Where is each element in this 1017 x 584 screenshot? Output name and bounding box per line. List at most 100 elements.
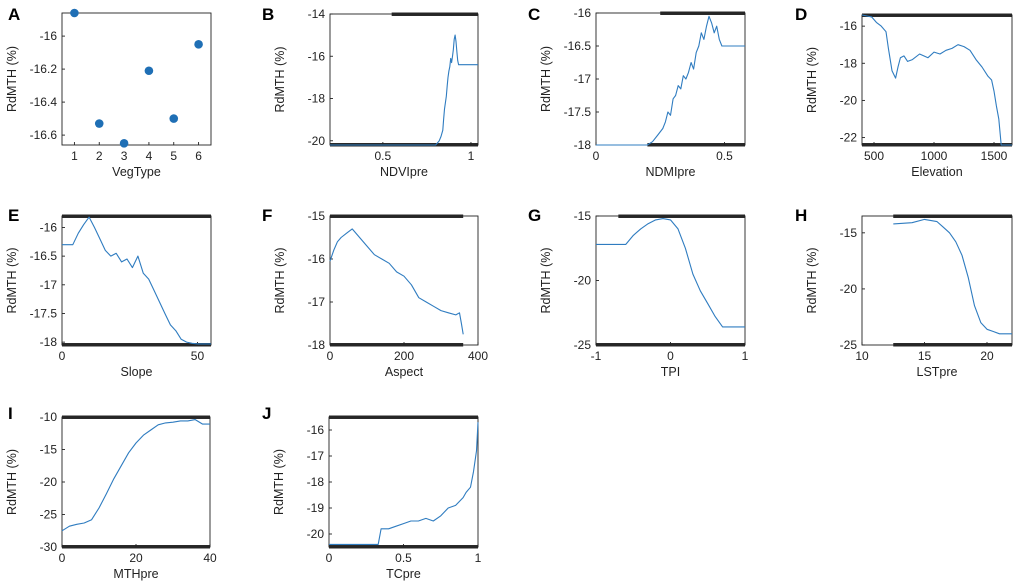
y-tick-label-i: -20 [40, 475, 58, 489]
x-axis-label-e: Slope [121, 365, 153, 379]
panel-f: F 0 200 400 -18 -17 -16 -15 Aspect RdMTH (%) [262, 206, 488, 379]
axes-g [595, 215, 746, 346]
y-axis-label-e: RdMTH (%) [5, 248, 19, 314]
x-tick-label-b: 0.5 [375, 149, 392, 163]
series-line-c [596, 15, 745, 146]
y-axis-label-f: RdMTH (%) [273, 248, 287, 314]
y-tick-label-h: -25 [840, 338, 858, 352]
series-line-d [861, 14, 1012, 146]
y-axis-label-c: RdMTH (%) [539, 46, 553, 112]
y-tick-label-c: -16.5 [564, 39, 592, 53]
panel-letter-j: J [262, 404, 271, 423]
x-axis-label-f: Aspect [385, 365, 424, 379]
y-tick-label-b: -14 [308, 7, 326, 21]
y-tick-label-i: -15 [40, 443, 58, 457]
x-tick-label-e: 50 [191, 349, 205, 363]
y-tick-label-b: -20 [308, 134, 326, 148]
y-tick-label-e: -18 [40, 335, 58, 349]
y-tick-label-j: -19 [307, 501, 325, 515]
series-line-j [329, 422, 479, 545]
panel-letter-g: G [528, 206, 541, 225]
panel-b: B 0.5 1 -20 -18 -16 -14 NDVIpre RdMTH (%) [262, 5, 479, 179]
y-axis-label-a: RdMTH (%) [5, 46, 19, 112]
x-tick-label-a: 3 [121, 149, 128, 163]
x-tick-label-j: 1 [475, 551, 482, 565]
y-tick-label-f: -18 [308, 338, 326, 352]
y-tick-label-d: -18 [840, 56, 858, 70]
panel-letter-a: A [8, 5, 20, 24]
axes-c [595, 12, 746, 146]
y-tick-label-e: -16 [40, 220, 58, 234]
panel-letter-f: F [262, 206, 272, 225]
y-tick-label-a: -16 [40, 29, 58, 43]
x-axis-label-j: TCpre [386, 567, 421, 581]
y-axis-label-i: RdMTH (%) [5, 449, 19, 515]
x-tick-label-g: -1 [591, 349, 602, 363]
panel-c: C 0 0.5 -18 -17.5 -17 -16.5 -16 NDMIpre RdMTH (%) [528, 5, 746, 179]
y-axis-label-g: RdMTH (%) [539, 248, 553, 314]
x-tick-label-d: 500 [864, 149, 884, 163]
x-tick-label-b: 1 [468, 149, 475, 163]
scatter-point-a [144, 66, 154, 76]
x-axis-label-a: VegType [112, 165, 161, 179]
x-tick-label-h: 10 [855, 349, 869, 363]
x-tick-label-a: 6 [195, 149, 202, 163]
y-tick-label-e: -16.5 [30, 249, 58, 263]
y-tick-label-f: -15 [308, 209, 326, 223]
y-axis-label-h: RdMTH (%) [805, 248, 819, 314]
axes-d [861, 14, 1013, 146]
x-tick-label-f: 200 [394, 349, 414, 363]
y-tick-label-c: -18 [574, 138, 592, 152]
y-axis-label-b: RdMTH (%) [273, 47, 287, 113]
x-tick-label-g: 1 [742, 349, 749, 363]
scatter-point-a [119, 139, 129, 148]
y-tick-label-c: -17 [574, 72, 592, 86]
x-axis-label-h: LSTpre [917, 365, 958, 379]
series-line-f [329, 228, 464, 335]
x-tick-label-d: 1000 [921, 149, 948, 163]
panel-g: G -1 0 1 -25 -20 -15 TPI RdMTH (%) [528, 206, 749, 379]
x-axis-label-b: NDVIpre [380, 165, 428, 179]
x-tick-label-a: 1 [71, 149, 78, 163]
y-tick-label-f: -16 [308, 252, 326, 266]
y-tick-label-d: -16 [840, 19, 858, 33]
y-tick-label-a: -16.2 [30, 62, 58, 76]
axes-h [861, 215, 1013, 346]
axes-e [61, 215, 212, 346]
series-line-h [893, 218, 1012, 335]
y-tick-label-j: -17 [307, 449, 325, 463]
x-tick-label-c: 0.5 [716, 149, 733, 163]
x-tick-label-g: 0 [667, 349, 674, 363]
x-tick-label-a: 5 [170, 149, 177, 163]
x-tick-label-i: 20 [129, 551, 143, 565]
x-tick-label-h: 15 [918, 349, 932, 363]
y-tick-label-g: -25 [574, 338, 592, 352]
panel-i: I 0 20 40 -30 -25 -20 -15 -10 MTHpre RdMTH (%) [5, 404, 217, 581]
series-line-e [62, 216, 211, 345]
x-tick-label-a: 4 [146, 149, 153, 163]
y-tick-label-a: -16.4 [30, 95, 58, 109]
axes-j [328, 416, 479, 548]
scatter-point-a [194, 40, 203, 49]
x-axis-label-i: MTHpre [113, 567, 158, 581]
panel-letter-c: C [528, 5, 540, 24]
x-tick-label-h: 20 [980, 349, 994, 363]
y-tick-label-i: -25 [40, 508, 58, 522]
x-axis-label-c: NDMIpre [645, 165, 695, 179]
y-tick-label-e: -17 [40, 278, 58, 292]
panel-letter-d: D [795, 5, 807, 24]
y-tick-label-g: -15 [574, 209, 592, 223]
series-line-i [61, 419, 210, 532]
axes-i [61, 416, 211, 548]
y-tick-label-d: -20 [840, 93, 858, 107]
y-tick-label-f: -17 [308, 295, 326, 309]
y-tick-label-j: -20 [307, 527, 325, 541]
panel-e: E 0 50 -18 -17.5 -17 -16.5 -16 Slope RdMTH (%) [5, 206, 212, 379]
y-axis-label-d: RdMTH (%) [805, 47, 819, 113]
panel-d: D 500 1000 1500 -22 -20 -18 -16 Elevation RdMTH (… [795, 5, 1013, 179]
y-tick-label-a: -16.6 [30, 128, 58, 142]
x-tick-label-c: 0 [593, 149, 600, 163]
x-tick-label-i: 40 [203, 551, 217, 565]
x-tick-label-j: 0 [326, 551, 333, 565]
y-tick-label-i: -30 [40, 540, 58, 554]
